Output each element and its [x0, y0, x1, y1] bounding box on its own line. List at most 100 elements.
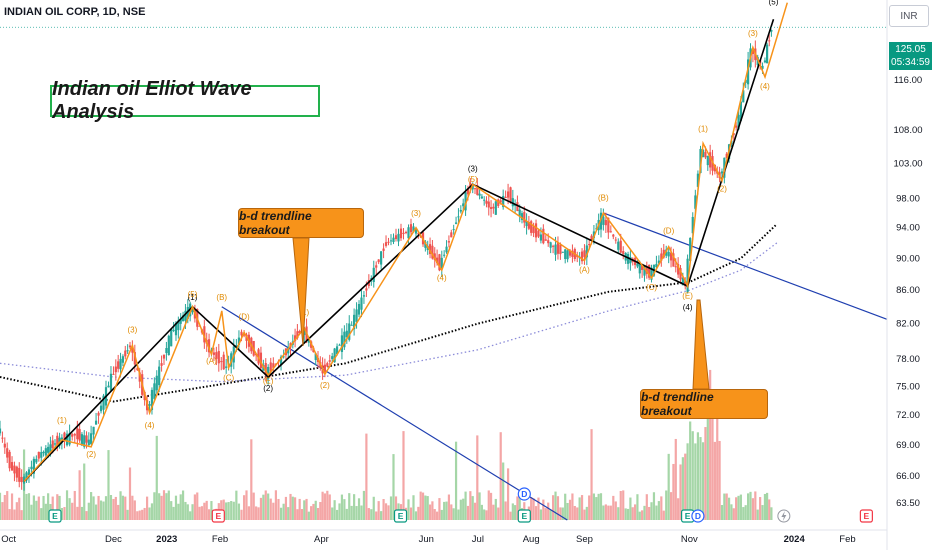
volume-bar [595, 497, 598, 520]
volume-bar [172, 506, 175, 520]
volume-bar [394, 496, 398, 520]
candle-body [694, 195, 697, 209]
volume-bar [375, 511, 378, 520]
candle-body [489, 207, 493, 209]
volume-bar [30, 504, 33, 520]
volume-bar [452, 508, 455, 520]
candle-body [551, 245, 555, 247]
candle-body [42, 451, 45, 454]
volume-bar [99, 500, 103, 520]
volume-bar [539, 509, 543, 520]
candle-body [527, 222, 530, 229]
volume-bar [42, 495, 45, 520]
volume-bar [718, 440, 721, 520]
candle-body [240, 331, 243, 336]
volume-bar [210, 501, 213, 520]
candle-body [590, 235, 593, 241]
volume-bar [544, 508, 547, 520]
candle-body [478, 193, 481, 196]
earnings-marker [859, 509, 873, 523]
volume-bar [335, 509, 339, 520]
x-tick-label: 2024 [784, 534, 806, 545]
candle-body [87, 439, 90, 446]
volume-bar [407, 499, 410, 520]
volume-bar [532, 498, 535, 520]
candle-body [109, 373, 113, 391]
volume-bar [25, 493, 28, 520]
volume-bar [624, 508, 627, 520]
candle-body [179, 318, 182, 324]
volume-bar [245, 490, 248, 520]
candle-body [660, 253, 663, 261]
volume-bar [291, 496, 294, 520]
volume-bar [592, 493, 596, 520]
candle-body [8, 451, 11, 469]
volume-bar [677, 498, 680, 520]
volume-bar [232, 501, 235, 520]
volume-bar [559, 507, 562, 520]
lightning-icon-glyph [781, 511, 787, 521]
candle-body [148, 404, 151, 406]
candle-body [264, 363, 267, 376]
volume-bar [509, 511, 512, 520]
candle-body [516, 202, 519, 212]
volume-bar [759, 497, 762, 520]
volume-bar [131, 495, 134, 520]
candle-body [296, 331, 299, 339]
volume-bar [377, 501, 380, 520]
wave-label: (3) [411, 209, 421, 218]
volume-bar [462, 498, 465, 520]
symbol-title: INDIAN OIL CORP, 1D, NSE [4, 6, 146, 18]
wave-label: (4) [683, 303, 693, 312]
volume-bar [428, 504, 432, 520]
wave-label: (4) [760, 82, 770, 91]
y-tick-label: 78.00 [896, 354, 920, 365]
currency-selector[interactable]: INR [889, 5, 929, 27]
volume-bar [262, 494, 265, 520]
event-marker-label: E [398, 511, 404, 521]
candle-body [133, 352, 136, 365]
x-tick-label: Nov [681, 534, 698, 545]
candle-body [763, 60, 767, 63]
candle-body [525, 221, 528, 227]
x-tick-label: Dec [105, 534, 122, 545]
candle-body [443, 254, 446, 256]
volume-bar [739, 494, 742, 520]
callout-left: b-d trendline breakout [238, 208, 364, 238]
volume-bar [287, 507, 290, 520]
candle-body [626, 254, 630, 264]
candle-body [90, 433, 93, 444]
candle-body [131, 348, 134, 353]
candle-body [112, 373, 115, 375]
candle-body [564, 249, 567, 260]
volume-bar [121, 495, 125, 520]
volume-bar [357, 498, 361, 520]
volume-bar [362, 490, 366, 520]
moving-average-line [0, 223, 778, 403]
candle-body [32, 458, 35, 474]
candle-body [592, 231, 596, 239]
candle-body [568, 250, 572, 256]
volume-bar [179, 494, 182, 520]
volume-bar [681, 457, 684, 520]
candle-body [117, 361, 120, 369]
candle-body [215, 352, 218, 359]
candle-body [99, 405, 103, 412]
candle-body [454, 222, 458, 224]
volume-bar [94, 504, 98, 520]
event-marker-label: D [695, 511, 701, 521]
volume-bar [749, 491, 752, 520]
candle-body [509, 187, 512, 203]
volume-bar [689, 421, 692, 520]
candle-body [97, 412, 100, 416]
candle-body [602, 216, 605, 225]
candle-body [629, 257, 632, 264]
volume-bar [353, 494, 356, 520]
candle-body [333, 348, 336, 363]
volume-bar [63, 507, 66, 520]
volume-bar [417, 506, 420, 520]
volume-bar [235, 490, 238, 520]
